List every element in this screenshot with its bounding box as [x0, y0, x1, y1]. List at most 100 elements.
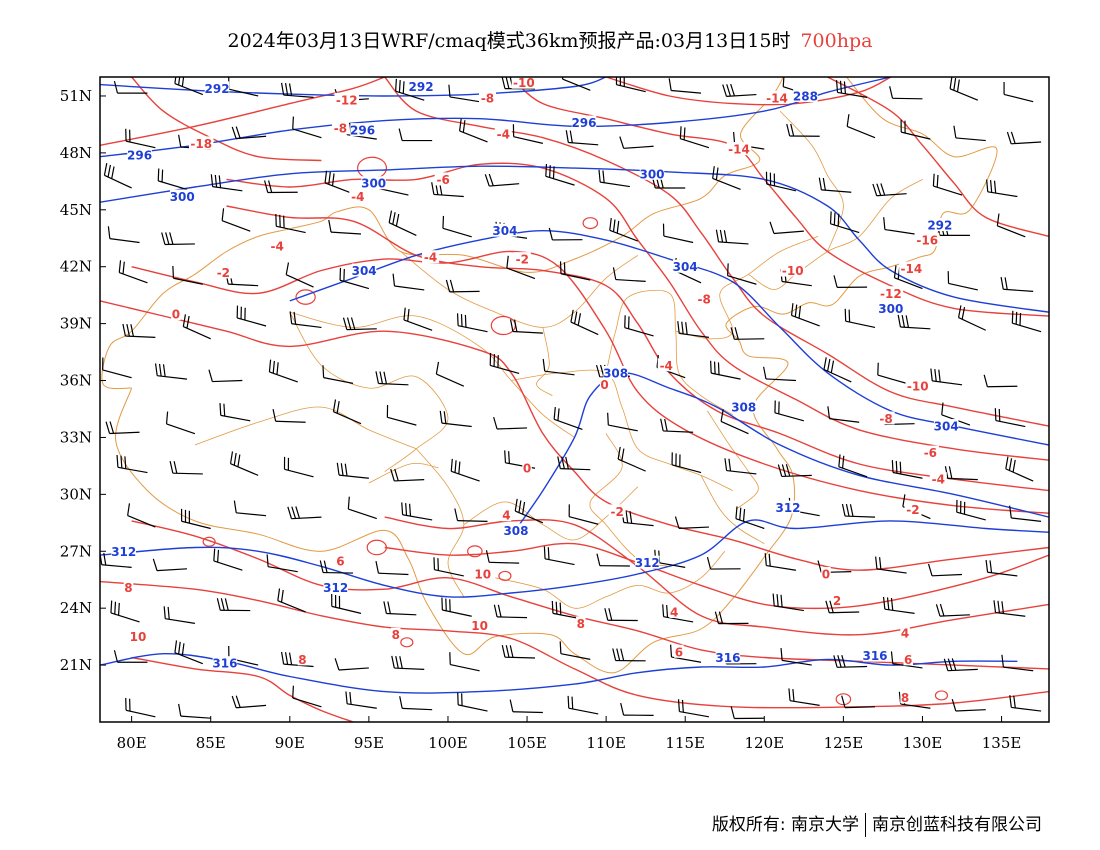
lat-tick-label: 36N: [60, 372, 92, 390]
wind-barb: [619, 136, 654, 149]
wind-barb: [456, 313, 488, 333]
lat-tick-label: 39N: [60, 315, 92, 333]
wind-barb: [331, 594, 362, 614]
temperature-isotherm: [384, 516, 1049, 636]
wind-barb: [107, 226, 140, 244]
temperature-loop: [934, 690, 949, 701]
wind-barb: [292, 116, 322, 139]
boundary-layer: [101, 77, 998, 674]
temperature-label: 8: [124, 581, 132, 595]
lat-tick-label: 48N: [60, 144, 92, 162]
wind-barb: [169, 460, 203, 475]
temperature-label: 8: [298, 653, 306, 667]
wind-barb: [557, 456, 591, 471]
temperature-label: 0: [822, 568, 830, 582]
wind-barb: [670, 644, 702, 663]
wind-barb: [231, 126, 267, 140]
wind-barb: [506, 255, 536, 280]
wind-barb: [763, 366, 796, 382]
geopotential-label: 312: [111, 545, 136, 559]
wind-barb: [336, 462, 369, 479]
temperature-isotherm: [605, 77, 892, 106]
wind-barb: [489, 353, 520, 374]
geopotential-label: 304: [492, 224, 517, 238]
wind-barb: [883, 217, 915, 235]
wind-barb: [161, 232, 195, 246]
province-border: [779, 110, 844, 252]
wind-barb: [280, 82, 314, 98]
label-backing: [350, 123, 375, 137]
temperature-label: -2: [217, 266, 230, 280]
wind-barb: [825, 600, 860, 614]
label-backing: [334, 92, 359, 106]
temperature-label: -8: [698, 292, 711, 306]
wind-barb: [445, 279, 480, 293]
wind-barb: [324, 170, 354, 195]
wind-barb: [714, 611, 749, 625]
wind-barb: [882, 596, 915, 614]
lat-tick-label: 51N: [60, 87, 92, 105]
wind-barb: [319, 560, 354, 574]
wind-barb: [231, 695, 267, 709]
temperature-label: -6: [437, 173, 450, 187]
temperature-label: -8: [481, 91, 494, 105]
wind-barb: [944, 466, 978, 481]
wind-barb: [113, 80, 148, 94]
wind-barb: [334, 658, 369, 671]
wind-barb: [182, 314, 211, 340]
temperature-label: -4: [270, 239, 283, 253]
wind-barb: [110, 600, 140, 623]
wind-barb: [774, 400, 805, 422]
temperature-label: 6: [904, 653, 912, 667]
wind-barb: [1011, 310, 1042, 333]
wind-barb: [509, 699, 543, 714]
wind-barb: [342, 317, 377, 331]
wind-barb: [957, 305, 986, 331]
label-backing: [171, 307, 181, 321]
geopotential-label: 296: [350, 124, 375, 138]
wind-barb: [706, 556, 741, 570]
wind-barb: [838, 454, 868, 478]
temperature-label: 8: [577, 617, 585, 631]
temperature-isotherm: [131, 656, 354, 722]
geopotential-label: 292: [409, 80, 434, 94]
wind-barb: [1003, 82, 1034, 103]
wind-barb: [951, 698, 986, 712]
wind-barb: [375, 371, 409, 386]
wind-barb: [501, 644, 535, 659]
country-border: [115, 77, 998, 674]
wind-barb: [285, 262, 314, 288]
wind-barb: [932, 173, 963, 196]
wind-barb: [620, 702, 654, 716]
label-backing: [188, 136, 214, 150]
label-backing: [599, 377, 610, 391]
label-backing: [361, 176, 386, 190]
wind-barb: [236, 305, 267, 327]
wind-barb: [612, 267, 646, 283]
province-border: [700, 475, 765, 545]
wind-barb: [459, 118, 488, 143]
label-backing: [408, 79, 434, 93]
wind-barb: [403, 307, 433, 331]
wind-barb: [399, 696, 433, 711]
temperature-label: -4: [932, 473, 945, 487]
temperature-label: -6: [924, 446, 937, 460]
wind-barb: [219, 402, 251, 422]
temperature-label: -14: [728, 143, 750, 157]
wind-barb: [872, 183, 907, 197]
label-backing: [474, 567, 492, 581]
wind-barb: [450, 458, 480, 482]
province-border: [289, 311, 575, 438]
wind-barb: [715, 229, 749, 245]
wind-barb: [392, 273, 425, 291]
temperature-isotherm: [131, 520, 1049, 670]
wind-barb: [772, 593, 804, 612]
temperature-isotherm: [100, 77, 385, 146]
wind-barb: [624, 315, 654, 337]
wind-barb: [386, 404, 417, 426]
wind-barb: [671, 452, 702, 474]
wind-barb: [877, 362, 907, 384]
wind-barb: [561, 77, 591, 91]
province-border: [495, 551, 726, 609]
label-backing: [878, 301, 904, 315]
